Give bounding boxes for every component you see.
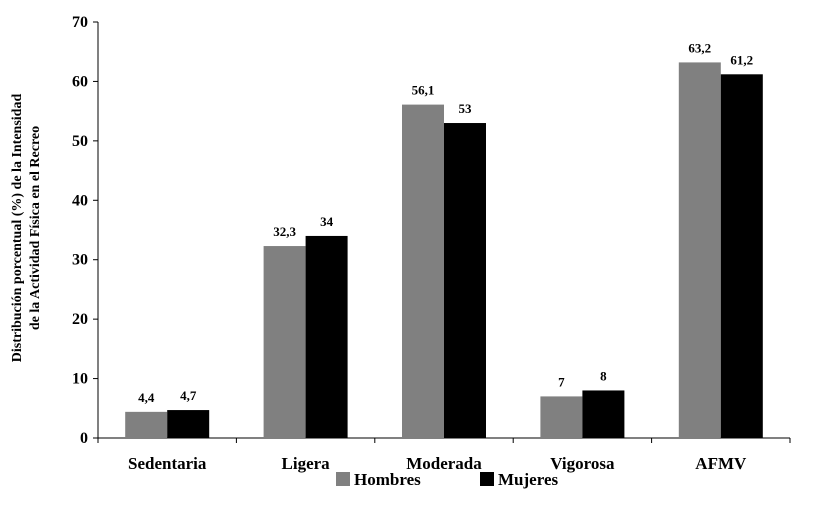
data-label: 4,7	[180, 388, 197, 403]
legend-swatch-hombres	[336, 472, 350, 486]
data-label: 4,4	[138, 390, 155, 405]
legend-swatch-mujeres	[480, 472, 494, 486]
x-category-label: Vigorosa	[550, 454, 615, 473]
x-category-label: Sedentaria	[128, 454, 207, 473]
y-tick-label: 40	[72, 192, 88, 209]
y-axis-title: Distribución porcentual (%) de la Intens…	[10, 94, 43, 363]
data-label: 63,2	[688, 40, 711, 55]
legend-label-hombres: Hombres	[354, 470, 421, 489]
bar-mujeres-ligera	[305, 235, 348, 438]
x-axis: Sedentaria Ligera Moderada Vigorosa AFMV	[97, 437, 791, 473]
bars	[125, 62, 763, 439]
bar-hombres-moderada	[402, 104, 444, 438]
bar-hombres-ligera	[263, 246, 306, 438]
x-category-label: AFMV	[695, 454, 747, 473]
data-label: 32,3	[273, 224, 296, 239]
y-tick-label: 60	[72, 73, 88, 90]
data-label: 8	[600, 368, 607, 383]
y-tick-label: 70	[72, 14, 88, 31]
y-tick-label: 50	[72, 133, 88, 150]
y-tick-label: 20	[72, 311, 88, 328]
bar-hombres-vigorosa	[540, 396, 583, 438]
bar-mujeres-afmv	[720, 74, 763, 438]
x-category-label: Ligera	[282, 454, 331, 473]
y-tick-label: 10	[72, 371, 88, 388]
y-tick-label: 0	[80, 430, 88, 447]
data-label: 53	[459, 101, 473, 116]
data-label: 56,1	[412, 83, 435, 98]
data-label: 61,2	[730, 52, 753, 67]
bar-mujeres-sedentaria	[167, 410, 210, 438]
y-axis: 0 10 20 30 40 50 60 70	[72, 14, 99, 447]
data-labels: 4,4 4,7 32,3 34 56,1 53 7 8 63,2 61,2	[138, 40, 753, 404]
bar-mujeres-moderada	[444, 123, 486, 439]
y-axis-title-line-2: de la Actividad Física en el Recreo	[28, 126, 43, 330]
data-label: 7	[558, 374, 565, 389]
y-axis-title-line-1: Distribución porcentual (%) de la Intens…	[10, 94, 25, 363]
y-tick-label: 30	[72, 252, 88, 269]
bar-hombres-sedentaria	[125, 411, 168, 438]
data-label: 34	[320, 214, 334, 229]
bar-mujeres-vigorosa	[582, 390, 625, 438]
bar-hombres-afmv	[678, 62, 721, 438]
x-category-label: Moderada	[406, 454, 482, 473]
legend: Hombres Mujeres	[336, 470, 558, 489]
legend-label-mujeres: Mujeres	[498, 470, 558, 489]
